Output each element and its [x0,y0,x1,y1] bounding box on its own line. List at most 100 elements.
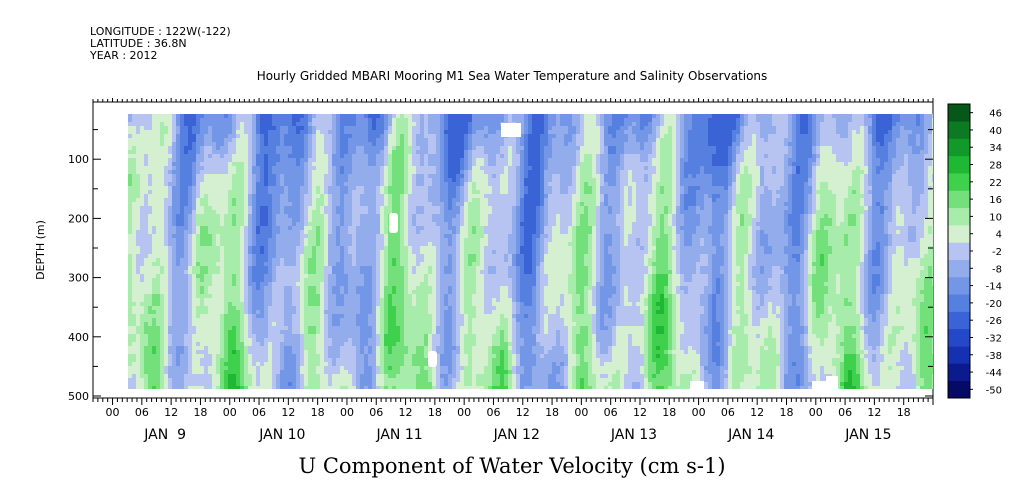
heatmap-cell [276,142,281,147]
heatmap-cell [288,186,293,191]
heatmap-cell [172,202,177,207]
heatmap-cell [296,202,301,207]
heatmap-cell [776,118,781,123]
heatmap-cell [540,210,545,215]
heatmap-cell [216,154,221,159]
heatmap-cell [140,154,145,159]
heatmap-cell [456,198,461,203]
heatmap-cell [232,210,237,215]
heatmap-cell [920,178,925,183]
heatmap-cell [376,126,381,131]
heatmap-cell [328,162,333,167]
heatmap-cell [376,146,381,151]
heatmap-cell [264,158,269,163]
heatmap-cell [580,158,585,163]
heatmap-cell [768,174,773,179]
heatmap-cell [780,206,785,211]
heatmap-cell [300,182,305,187]
heatmap-cell [812,206,817,211]
heatmap-cell [656,118,661,123]
heatmap-cell [280,138,285,143]
heatmap-cell [272,134,277,139]
heatmap-cell [256,134,261,139]
heatmap-cell [672,190,677,195]
heatmap-cell [352,158,357,163]
heatmap-cell [272,138,277,143]
heatmap-cell [160,194,165,199]
heatmap-cell [308,162,313,167]
heatmap-cell [860,174,865,179]
heatmap-cell [848,174,853,179]
heatmap-cell [908,138,913,143]
heatmap-cell [700,118,705,123]
heatmap-cell [176,146,181,151]
heatmap-cell [440,166,445,171]
heatmap-cell [776,194,781,199]
heatmap-cell [432,210,437,215]
heatmap-cell [172,154,177,159]
heatmap-cell [304,122,309,127]
heatmap-cell [312,194,317,199]
heatmap-cell [184,178,189,183]
heatmap-cell [884,206,889,211]
heatmap-cell [384,114,389,119]
heatmap-cell [844,114,849,119]
heatmap-cell [484,170,489,175]
heatmap-cell [540,186,545,191]
heatmap-cell [264,122,269,127]
heatmap-cell [440,198,445,203]
heatmap-cell [324,122,329,127]
heatmap-cell [540,150,545,155]
heatmap-cell [256,118,261,123]
heatmap-cell [544,190,549,195]
heatmap-cell [908,202,913,207]
heatmap-cell [348,118,353,123]
heatmap-cell [604,122,609,127]
heatmap-cell [308,174,313,179]
heatmap-cell [928,186,933,191]
heatmap-cell [680,186,685,191]
heatmap-cell [656,114,661,119]
heatmap-cell [284,170,289,175]
heatmap-cell [436,138,441,143]
heatmap-cell [580,198,585,203]
heatmap-cell [352,130,357,135]
heatmap-cell [648,146,653,151]
heatmap-cell [592,154,597,159]
heatmap-cell [548,194,553,199]
heatmap-cell [264,174,269,179]
heatmap-cell [260,182,265,187]
heatmap-cell [648,154,653,159]
heatmap-cell [132,202,137,207]
heatmap-cell [360,114,365,119]
heatmap-cell [208,118,213,123]
heatmap-cell [404,198,409,203]
heatmap-cell [472,206,477,211]
heatmap-cell [200,162,205,167]
heatmap-cell [632,206,637,211]
heatmap-cell [712,118,717,123]
heatmap-cell [272,118,277,123]
heatmap-cell [532,154,537,159]
heatmap-cell [912,182,917,187]
heatmap-cell [144,182,149,187]
heatmap-cell [344,166,349,171]
heatmap-cell [892,162,897,167]
heatmap-cell [760,146,765,151]
heatmap-cell [448,150,453,155]
heatmap-cell [252,202,257,207]
heatmap-cell [620,146,625,151]
heatmap-cell [720,186,725,191]
heatmap-cell [272,142,277,147]
heatmap-cell [924,206,929,211]
heatmap-cell [224,130,229,135]
heatmap-cell [452,198,457,203]
heatmap-cell [740,150,745,155]
heatmap-cell [524,130,529,135]
heatmap-cell [660,142,665,147]
heatmap-cell [684,138,689,143]
heatmap-cell [228,126,233,131]
heatmap-cell [644,162,649,167]
heatmap-cell [156,186,161,191]
heatmap-cell [608,134,613,139]
